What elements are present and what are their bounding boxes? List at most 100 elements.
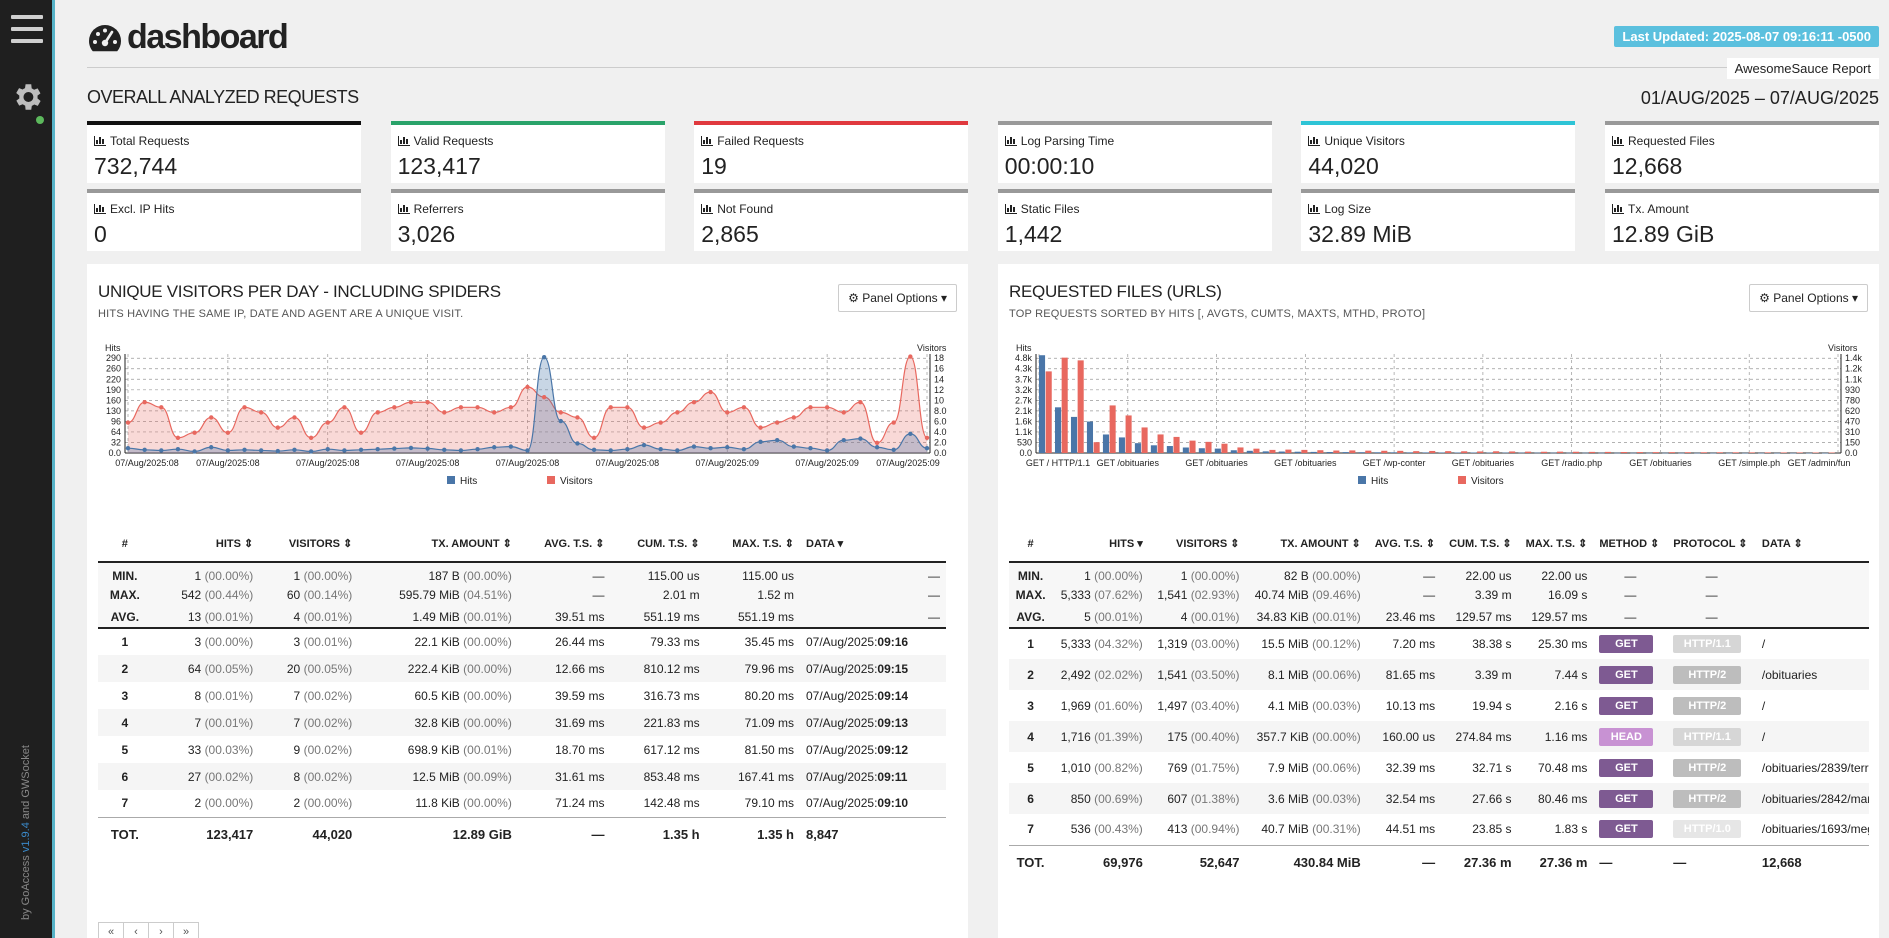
table-cell: 6 bbox=[1027, 791, 1034, 806]
visitors-bar bbox=[1189, 440, 1196, 453]
column-header[interactable]: TX. AMOUNT ⇕ bbox=[358, 526, 518, 563]
stat-card-value: 12.89 GiB bbox=[1612, 221, 1715, 247]
column-header[interactable]: DATA ⇕ bbox=[1755, 526, 1869, 563]
table-row[interactable]: 7 536 (00.43%) 413 (00.94%) 40.7 MiB (00.31… bbox=[1009, 814, 1869, 845]
table-cell: 32.71 s bbox=[1472, 760, 1512, 775]
column-header[interactable]: # bbox=[1009, 526, 1053, 563]
panel-options-button[interactable]: ⚙ Panel Options ▾ bbox=[1749, 284, 1868, 312]
bar-chart-icon bbox=[397, 204, 410, 214]
table-row[interactable]: 3 1,969 (01.60%) 1,497 (03.40%) 4.1 MiB (00… bbox=[1009, 690, 1869, 721]
table-cell: 175 (00.40%) bbox=[1167, 729, 1240, 744]
table-row[interactable]: 1 5,333 (04.32%) 1,319 (03.00%) 15.5 MiB (0… bbox=[1009, 628, 1869, 659]
menu-icon[interactable] bbox=[11, 15, 43, 45]
goaccess-version-link[interactable]: v1.9.4 bbox=[20, 822, 32, 853]
table-cell: 2,492 (02.02%) bbox=[1060, 667, 1143, 682]
visitors-table: # HITS ⇕ VISITORS ⇕ TX. AMOUNT ⇕ AVG. T.S. ⇕… bbox=[98, 526, 946, 851]
table-cell bbox=[1755, 606, 1869, 629]
column-header[interactable]: TX. AMOUNT ⇕ bbox=[1245, 526, 1367, 563]
y2-tick-label: 6.0 bbox=[934, 416, 947, 426]
visitors-bar bbox=[1700, 452, 1707, 453]
gear-icon[interactable] bbox=[10, 80, 44, 114]
hits-bar bbox=[1198, 448, 1205, 453]
panel-options-button[interactable]: ⚙ Panel Options ▾ bbox=[838, 284, 957, 312]
x-tick-label: 07/Aug/2025:08 bbox=[196, 458, 260, 468]
column-header[interactable]: CUM. T.S. ⇕ bbox=[610, 526, 706, 563]
table-cell: 60 (00.14%) bbox=[259, 584, 359, 606]
bar-chart-icon bbox=[397, 136, 410, 146]
hits-bar bbox=[1294, 451, 1301, 453]
table-cell: 222.4 KiB (00.00%) bbox=[407, 661, 512, 676]
table-row[interactable]: 4 7 (00.01%) 7 (00.02%) 32.8 KiB (00.00%) 31… bbox=[98, 709, 946, 736]
table-cell: 413 (00.94%) bbox=[1167, 822, 1240, 837]
table-row[interactable]: 4 1,716 (01.39%) 175 (00.40%) 357.7 KiB (00… bbox=[1009, 721, 1869, 752]
column-header[interactable]: DATA ▾ bbox=[800, 526, 946, 563]
hits-point bbox=[242, 447, 247, 453]
table-row[interactable]: 2 64 (00.05%) 20 (00.05%) 222.4 KiB (00.00%… bbox=[98, 655, 946, 682]
prev-page-button[interactable]: ‹ bbox=[123, 922, 149, 938]
visitors-point bbox=[175, 435, 181, 440]
table-row[interactable]: 3 8 (00.01%) 7 (00.02%) 60.5 KiB (00.00%) 39… bbox=[98, 682, 946, 709]
table-cell: 44.51 ms bbox=[1385, 822, 1436, 837]
x-tick-label: GET /obituaries bbox=[1097, 458, 1160, 468]
sort-icon: ⇕ bbox=[1738, 538, 1748, 550]
table-row[interactable]: 5 33 (00.03%) 9 (00.02%) 698.9 KiB (00.01%)… bbox=[98, 736, 946, 763]
protocol-badge: HTTP/2 bbox=[1673, 789, 1742, 808]
table-cell: 9 (00.02%) bbox=[293, 742, 353, 757]
stat-card-label: Excl. IP Hits bbox=[94, 202, 174, 216]
visitors-point bbox=[541, 394, 547, 400]
hits-point bbox=[125, 446, 131, 451]
hits-bar bbox=[1438, 452, 1445, 453]
table-cell: GET bbox=[1593, 752, 1667, 783]
hits-point bbox=[308, 449, 314, 454]
column-header[interactable]: CUM. T.S. ⇕ bbox=[1441, 526, 1518, 563]
column-header[interactable]: # bbox=[98, 526, 152, 563]
visitors-point bbox=[159, 405, 164, 410]
column-header[interactable]: MAX. T.S. ⇕ bbox=[705, 526, 800, 563]
column-header[interactable]: HITS ▾ bbox=[1052, 526, 1149, 563]
hits-point bbox=[824, 448, 830, 453]
table-cell: 1.35 h bbox=[610, 816, 706, 851]
next-page-button[interactable]: › bbox=[148, 922, 174, 938]
table-cell: GET bbox=[1593, 690, 1667, 721]
table-row[interactable]: 6 850 (00.69%) 607 (01.38%) 3.6 MiB (00.03%… bbox=[1009, 783, 1869, 814]
table-cell: 1 (00.00%) bbox=[1148, 562, 1246, 584]
table-row[interactable]: 7 2 (00.00%) 2 (00.00%) 11.8 KiB (00.00%) 71… bbox=[98, 790, 946, 817]
stat-card-value: 1,442 bbox=[1004, 221, 1063, 247]
hits-point bbox=[641, 442, 647, 448]
y-axis-label: Hits bbox=[105, 343, 121, 353]
table-cell: 34.83 KiB (00.01%) bbox=[1245, 606, 1367, 629]
visitors-point bbox=[908, 354, 913, 359]
column-header[interactable]: METHOD ⇕ bbox=[1593, 526, 1668, 563]
summary-row: MAX. 542 (00.44%) 60 (00.14%) 595.79 MiB (0… bbox=[98, 584, 946, 606]
hits-point bbox=[658, 446, 663, 452]
table-row[interactable]: 5 1,010 (00.82%) 769 (01.75%) 7.9 MiB (00.0… bbox=[1009, 752, 1869, 783]
table-cell: 23.46 ms bbox=[1366, 606, 1442, 629]
column-header[interactable]: HITS ⇕ bbox=[151, 526, 260, 563]
column-header[interactable]: PROTOCOL ⇕ bbox=[1667, 526, 1756, 563]
column-header[interactable]: VISITORS ⇕ bbox=[1148, 526, 1246, 563]
table-row[interactable]: 6 27 (00.02%) 8 (00.02%) 12.5 MiB (00.09%) 3… bbox=[98, 763, 946, 790]
table-row[interactable]: 2 2,492 (02.02%) 1,541 (03.50%) 8.1 MiB (00… bbox=[1009, 659, 1869, 690]
table-cell: 551.19 ms bbox=[610, 606, 706, 629]
column-header[interactable]: VISITORS ⇕ bbox=[259, 526, 359, 563]
column-header[interactable]: AVG. T.S. ⇕ bbox=[1366, 526, 1442, 563]
column-header[interactable]: AVG. T.S. ⇕ bbox=[517, 526, 611, 563]
sort-icon: ⇕ bbox=[343, 538, 353, 550]
gwsocket-link[interactable]: GWSocket bbox=[20, 745, 32, 798]
table-cell: 1 (00.00%) bbox=[259, 562, 359, 584]
bar-chart-icon bbox=[1308, 136, 1321, 146]
y2-tick-label: 780 bbox=[1845, 395, 1860, 405]
table-cell: 23.85 s bbox=[1472, 822, 1512, 837]
hits-bar bbox=[1150, 445, 1157, 453]
hits-bar bbox=[1390, 452, 1397, 453]
x-tick-label: 07/Aug/2025:09 bbox=[876, 458, 940, 468]
visitors-point bbox=[142, 400, 147, 405]
visitors-point bbox=[658, 420, 663, 425]
last-page-button[interactable]: » bbox=[173, 922, 199, 938]
visitors-bar bbox=[1668, 452, 1675, 453]
method-badge: GET bbox=[1599, 820, 1654, 839]
first-page-button[interactable]: « bbox=[98, 922, 124, 938]
column-header[interactable]: MAX. T.S. ⇕ bbox=[1517, 526, 1594, 563]
table-cell: 5 bbox=[121, 742, 129, 757]
table-row[interactable]: 1 3 (00.00%) 3 (00.01%) 22.1 KiB (00.00%) 26… bbox=[98, 628, 946, 655]
